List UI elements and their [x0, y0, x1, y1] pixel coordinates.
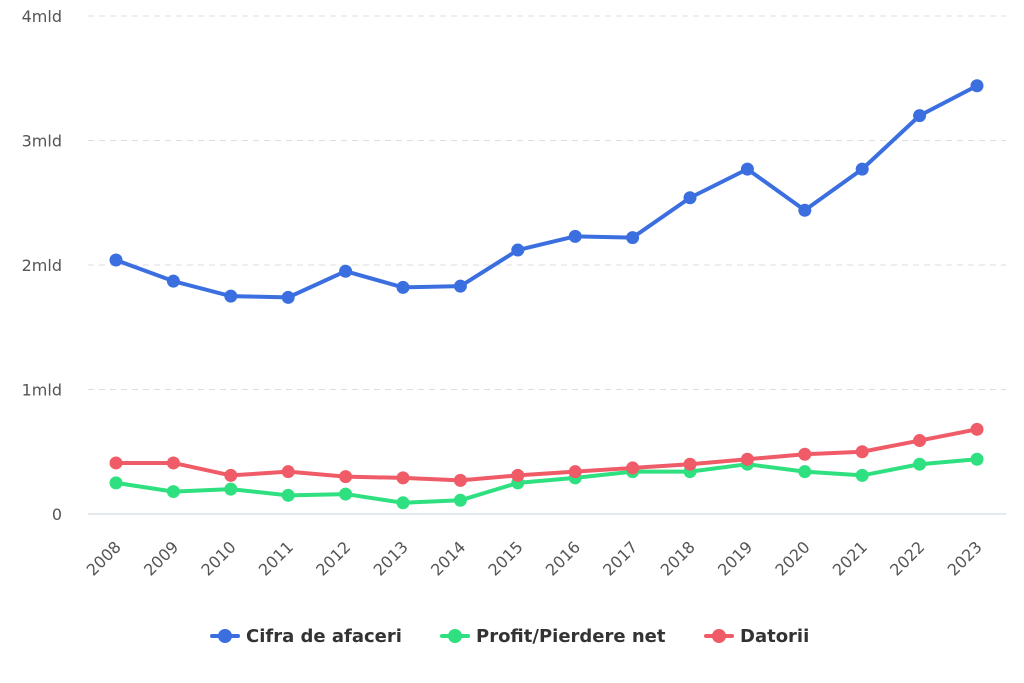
x-tick-label: 2016 [542, 537, 584, 579]
data-point[interactable] [683, 191, 697, 205]
x-tick-label: 2011 [255, 537, 297, 579]
data-point[interactable] [855, 468, 869, 482]
x-tick-label: 2019 [714, 537, 756, 579]
data-point[interactable] [855, 445, 869, 459]
y-axis: 0 1mld 2mld 3mld 4mld [22, 7, 62, 524]
data-point[interactable] [855, 162, 869, 176]
data-point[interactable] [109, 476, 123, 490]
data-point[interactable] [339, 264, 353, 278]
data-point[interactable] [568, 465, 582, 479]
data-point[interactable] [970, 422, 984, 436]
x-tick-label: 2008 [83, 537, 125, 579]
y-tick-label: 3mld [22, 132, 62, 151]
data-point[interactable] [453, 473, 467, 487]
x-tick-label: 2013 [370, 537, 412, 579]
x-axis: 2008 2009 2010 2011 2012 2013 2014 2015 2016 2017… [83, 537, 986, 579]
data-point[interactable] [396, 471, 410, 485]
data-point[interactable] [740, 452, 754, 466]
data-point[interactable] [339, 487, 353, 501]
legend-item[interactable]: Profit/Pierdere net [440, 626, 666, 647]
x-tick-label: 2017 [599, 537, 641, 579]
data-point[interactable] [740, 162, 754, 176]
data-point[interactable] [224, 289, 238, 303]
legend-marker-icon [218, 629, 232, 643]
x-tick-label: 2020 [771, 537, 813, 579]
data-point[interactable] [511, 243, 525, 257]
data-point[interactable] [453, 279, 467, 293]
data-point[interactable] [511, 468, 525, 482]
data-point[interactable] [913, 109, 927, 123]
legend-marker-icon [712, 629, 726, 643]
data-point[interactable] [396, 280, 410, 294]
data-point[interactable] [626, 231, 640, 245]
data-point[interactable] [166, 456, 180, 470]
data-point[interactable] [281, 290, 295, 304]
legend-item[interactable]: Cifra de afaceri [210, 626, 402, 647]
y-tick-label: 0 [52, 505, 62, 524]
series-line [114, 457, 979, 505]
y-tick-label: 2mld [22, 256, 62, 275]
data-point[interactable] [913, 434, 927, 448]
data-point[interactable] [166, 485, 180, 499]
data-point[interactable] [109, 253, 123, 267]
grid-lines [88, 15, 1006, 515]
legend-label: Datorii [740, 626, 809, 647]
x-tick-label: 2009 [140, 537, 182, 579]
series-profit-pierdere-net [109, 452, 984, 510]
data-point[interactable] [224, 482, 238, 496]
x-tick-label: 2023 [944, 537, 986, 579]
data-point[interactable] [798, 447, 812, 461]
x-tick-label: 2022 [886, 537, 928, 579]
x-tick-label: 2010 [197, 537, 239, 579]
x-tick-label: 2018 [657, 537, 699, 579]
series-line [114, 427, 979, 483]
series-cifra-de-afaceri [109, 79, 984, 304]
data-point[interactable] [970, 79, 984, 93]
data-point[interactable] [453, 493, 467, 507]
data-point[interactable] [166, 274, 180, 288]
legend: Cifra de afaceri Profit/Pierdere net Dator… [210, 626, 809, 647]
data-point[interactable] [281, 488, 295, 502]
series-layer [109, 79, 984, 510]
legend-marker-icon [448, 629, 462, 643]
data-point[interactable] [281, 465, 295, 479]
y-tick-label: 4mld [22, 7, 62, 26]
data-point[interactable] [683, 457, 697, 471]
series-datorii [109, 422, 984, 487]
x-tick-label: 2021 [829, 537, 871, 579]
data-point[interactable] [396, 496, 410, 510]
data-point[interactable] [913, 457, 927, 471]
data-point[interactable] [798, 203, 812, 217]
data-point[interactable] [798, 465, 812, 479]
data-point[interactable] [626, 461, 640, 475]
y-tick-label: 1mld [22, 381, 62, 400]
x-tick-label: 2014 [427, 537, 469, 579]
data-point[interactable] [109, 456, 123, 470]
legend-label: Profit/Pierdere net [476, 626, 666, 647]
data-point[interactable] [339, 470, 353, 484]
data-point[interactable] [568, 229, 582, 243]
x-tick-label: 2015 [484, 537, 526, 579]
data-point[interactable] [224, 468, 238, 482]
x-tick-label: 2012 [312, 537, 354, 579]
series-line [114, 83, 979, 300]
data-point[interactable] [970, 452, 984, 466]
legend-item[interactable]: Datorii [704, 626, 809, 647]
legend-label: Cifra de afaceri [246, 626, 402, 647]
